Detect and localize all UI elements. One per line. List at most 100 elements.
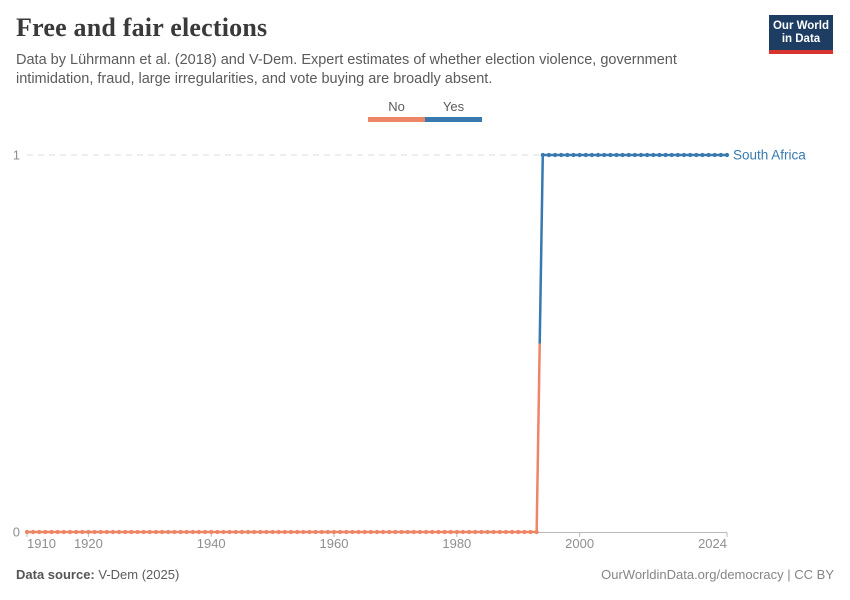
data-point[interactable] (467, 529, 472, 535)
data-point[interactable] (153, 529, 159, 535)
data-point[interactable] (98, 529, 103, 535)
data-point[interactable] (178, 529, 183, 535)
data-point[interactable] (614, 152, 619, 158)
data-point[interactable] (645, 152, 650, 158)
data-point[interactable] (608, 152, 613, 158)
data-point[interactable] (319, 529, 324, 535)
data-point[interactable] (288, 529, 294, 535)
data-point[interactable] (172, 529, 177, 535)
legend-item-yes[interactable]: Yes (425, 99, 482, 122)
data-point[interactable] (485, 529, 490, 535)
data-point[interactable] (184, 529, 189, 535)
data-point[interactable] (632, 152, 637, 158)
data-point[interactable] (534, 529, 539, 535)
data-point[interactable] (135, 529, 140, 535)
data-point[interactable] (276, 529, 281, 535)
data-point[interactable] (350, 529, 355, 535)
data-point[interactable] (712, 152, 717, 158)
data-point[interactable] (24, 529, 30, 535)
data-point[interactable] (552, 152, 558, 158)
data-point[interactable] (282, 529, 287, 535)
data-point[interactable] (61, 529, 66, 535)
data-point[interactable] (307, 529, 312, 535)
data-point[interactable] (331, 529, 337, 535)
data-point[interactable] (233, 529, 238, 535)
data-point[interactable] (381, 529, 386, 535)
data-point[interactable] (651, 152, 656, 158)
data-point[interactable] (166, 529, 171, 535)
owid-logo[interactable]: Our World in Data (769, 15, 833, 55)
data-point[interactable] (706, 152, 711, 158)
data-point[interactable] (718, 152, 723, 158)
data-point[interactable] (258, 529, 263, 535)
data-point[interactable] (74, 529, 79, 535)
data-point[interactable] (141, 529, 146, 535)
data-point[interactable] (724, 152, 730, 158)
data-point[interactable] (522, 529, 527, 535)
data-point[interactable] (147, 529, 152, 535)
data-point[interactable] (104, 529, 109, 535)
data-point[interactable] (239, 529, 245, 535)
data-point[interactable] (221, 529, 226, 535)
data-point[interactable] (31, 529, 36, 535)
data-point[interactable] (129, 529, 134, 535)
data-point[interactable] (577, 152, 582, 158)
data-point[interactable] (374, 529, 380, 535)
data-point[interactable] (657, 152, 662, 158)
data-point[interactable] (264, 529, 269, 535)
data-point[interactable] (430, 529, 435, 535)
data-point[interactable] (454, 529, 459, 535)
data-point[interactable] (368, 529, 373, 535)
data-point[interactable] (159, 529, 165, 535)
data-point[interactable] (356, 529, 361, 535)
data-point[interactable] (681, 152, 687, 158)
data-point[interactable] (190, 529, 195, 535)
data-point[interactable] (540, 152, 545, 158)
data-point[interactable] (301, 529, 306, 535)
data-point[interactable] (196, 529, 202, 535)
data-point[interactable] (595, 152, 601, 158)
data-point[interactable] (448, 529, 453, 535)
data-point[interactable] (436, 529, 441, 535)
data-point[interactable] (110, 529, 116, 535)
data-point[interactable] (700, 152, 705, 158)
data-point[interactable] (325, 529, 330, 535)
data-point[interactable] (270, 529, 275, 535)
data-point[interactable] (602, 152, 607, 158)
data-point[interactable] (209, 529, 214, 535)
data-point[interactable] (565, 152, 570, 158)
line-chart-canvas[interactable]: 0 1 1910 1920 1940 1960 1980 2000 2024 South Afri… (0, 130, 850, 560)
data-point[interactable] (245, 529, 251, 535)
data-point[interactable] (688, 152, 693, 158)
data-point[interactable] (546, 152, 552, 158)
data-point[interactable] (393, 529, 398, 535)
data-point[interactable] (626, 152, 631, 158)
data-point[interactable] (675, 152, 680, 158)
data-point[interactable] (362, 529, 367, 535)
data-point[interactable] (638, 152, 644, 158)
data-point[interactable] (509, 529, 515, 535)
data-point[interactable] (528, 529, 533, 535)
data-point[interactable] (589, 152, 595, 158)
data-point[interactable] (583, 152, 588, 158)
data-point[interactable] (559, 152, 564, 158)
legend-item-no[interactable]: No (368, 99, 425, 122)
data-point[interactable] (411, 529, 416, 535)
data-point[interactable] (399, 529, 404, 535)
data-point[interactable] (55, 529, 60, 535)
data-point[interactable] (503, 529, 509, 535)
data-point[interactable] (123, 529, 128, 535)
data-point[interactable] (295, 529, 300, 535)
data-point[interactable] (473, 529, 478, 535)
data-point[interactable] (663, 152, 668, 158)
data-point[interactable] (227, 529, 232, 535)
data-point[interactable] (424, 529, 429, 535)
data-point[interactable] (694, 152, 699, 158)
data-point[interactable] (43, 529, 48, 535)
data-point[interactable] (344, 529, 349, 535)
data-point[interactable] (620, 152, 625, 158)
data-point[interactable] (313, 529, 318, 535)
data-point[interactable] (80, 529, 85, 535)
data-point[interactable] (417, 529, 423, 535)
data-point[interactable] (92, 529, 97, 535)
